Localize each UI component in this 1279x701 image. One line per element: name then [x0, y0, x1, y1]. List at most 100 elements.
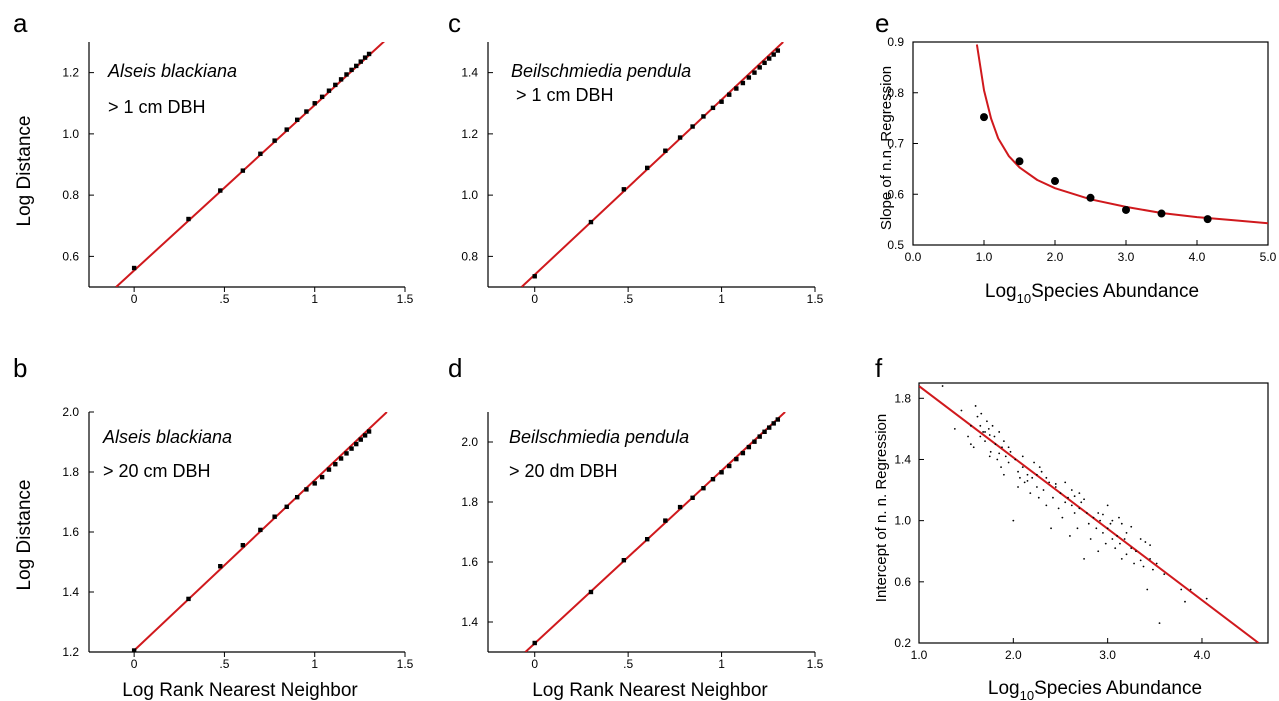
panel-f-data-point — [1040, 470, 1043, 473]
panel-f-data-point — [1104, 542, 1107, 545]
panel-d-data-point — [746, 444, 752, 450]
panel-e-ylabel: Slope of n.n. Regression — [878, 66, 895, 230]
panel-b-data-point — [186, 596, 191, 602]
panel-f-data-point — [1155, 562, 1158, 565]
panel-b-data-point — [333, 462, 338, 467]
panel-f-data-point — [1114, 547, 1117, 550]
panel-c-data-point — [746, 75, 752, 80]
panel-c-xtick-label: .5 — [623, 292, 633, 306]
panel-f-data-point — [979, 424, 982, 427]
panel-c-data-point — [690, 124, 695, 129]
panel-a-data-point — [294, 117, 300, 122]
panel-f-data-point — [1120, 522, 1123, 525]
panel-f-data-point — [1009, 450, 1012, 453]
panel-f-xtick-label: 3.0 — [1099, 648, 1116, 662]
panel-d-data-point — [677, 504, 683, 510]
panel-a-data-point — [358, 59, 363, 64]
panel-f-data-point — [953, 427, 956, 430]
panel-f-data-point — [1111, 538, 1114, 540]
panel-f-data-point — [1092, 516, 1095, 519]
panel-f-data-point — [1070, 489, 1073, 491]
panel-f-data-point — [1106, 527, 1109, 530]
panel-c-plot: 0.8 1.0 1.2 1.4 0 .5 1 1.5 — [461, 42, 824, 306]
panel-c-data-point — [677, 135, 683, 140]
panel-e-xlabel-sub: 10 — [1017, 291, 1031, 306]
panel-f-data-point — [1007, 461, 1010, 464]
panel-f-data-point — [1023, 481, 1026, 484]
panel-d-data-point — [621, 558, 627, 563]
panel-f-xtick-label: 2.0 — [1005, 648, 1022, 662]
panel-d-xtick-label: .5 — [623, 657, 633, 671]
panel-f-data-point — [1109, 522, 1112, 525]
panel-c: c Beilschmiedia pendula > 1 cm DBH 0.8 1.… — [448, 8, 824, 306]
panel-f-data-point — [1052, 496, 1054, 499]
panel-f-data-point — [1069, 535, 1071, 537]
panel-f-data-point — [1144, 541, 1147, 543]
panel-f-series — [919, 379, 1260, 643]
panel-f-data-point — [1099, 519, 1102, 522]
panel-a-data-point — [333, 82, 338, 88]
panel-f-data-point — [1158, 622, 1161, 625]
panel-f-data-point — [948, 379, 950, 381]
panel-f-data-point — [1038, 466, 1041, 469]
panel-e-xtick-label: 1.0 — [976, 250, 993, 264]
panel-b-xtick-label: 1.5 — [397, 657, 414, 671]
panel-b-xtick-label: 1 — [311, 657, 318, 671]
panel-f: f Intercept of n. n. Regression Log10Spe… — [873, 353, 1269, 701]
panel-f-data-point — [960, 409, 963, 412]
panel-f-data-point — [1017, 470, 1019, 473]
panel-d-data-point — [757, 434, 762, 439]
panel-d-ytick-label: 1.6 — [461, 555, 478, 569]
panel-a-data-point — [326, 88, 332, 93]
panel-b-letter: b — [13, 353, 27, 383]
panel-f-data-point — [1130, 547, 1133, 550]
panel-c-data-point — [734, 86, 739, 91]
panel-f-data-point — [979, 435, 982, 438]
panel-f-data-point — [1080, 501, 1083, 504]
panel-f-data-point — [1142, 565, 1145, 568]
panel-b-ytick-label: 1.2 — [62, 645, 79, 659]
panel-c-ytick-label: 1.2 — [461, 127, 478, 141]
panel-d-data-point — [734, 456, 739, 462]
panel-f-data-point — [1116, 535, 1118, 537]
panel-d-fit-line — [524, 412, 786, 652]
panel-f-data-point — [1012, 519, 1015, 522]
panel-f-data-point — [1007, 446, 1010, 449]
panel-c-ytick-label: 0.8 — [461, 249, 478, 263]
panel-f-data-point — [1149, 544, 1151, 547]
panel-f-data-point — [1083, 557, 1085, 560]
panel-f-data-point — [996, 458, 999, 461]
panel-c-ytick-label: 1.0 — [461, 188, 478, 202]
panel-f-data-point — [1146, 588, 1149, 591]
panel-f-data-point — [1045, 504, 1048, 507]
panel-a-ytick-label: 0.6 — [62, 249, 79, 263]
panel-f-data-point — [989, 450, 992, 453]
panel-e-xtick-label: 0.0 — [905, 250, 922, 264]
panel-a-data-point — [362, 55, 368, 60]
panel-f-data-point — [1083, 498, 1085, 501]
panel-f-data-point — [1123, 538, 1126, 540]
panel-f-data-point — [1045, 476, 1048, 479]
panel-a-data-point — [186, 216, 191, 222]
panel-b-data-point — [304, 487, 309, 492]
panel-f-data-point — [1033, 461, 1035, 464]
panel-f-data-point — [1102, 531, 1104, 534]
panel-d-data-point — [588, 589, 594, 595]
panel-f-frame — [918, 382, 1269, 644]
panel-f-xlabel-sub: 10 — [1020, 688, 1034, 701]
panel-d-xtick-label: 1.5 — [807, 657, 824, 671]
panel-b-data-point — [338, 456, 344, 461]
panel-d-data-point — [710, 477, 716, 482]
panel-b-data-point — [294, 495, 300, 500]
panel-d-species: Beilschmiedia pendula — [509, 427, 689, 447]
panel-e-xlabel: Log10Species Abundance — [985, 281, 1199, 306]
panel-f-data-point — [967, 435, 969, 438]
panel-f-data-point — [1087, 522, 1090, 525]
panel-f-data-point — [974, 405, 977, 407]
panel-a-size-class: > 1 cm DBH — [108, 97, 206, 117]
panel-f-data-point — [1097, 550, 1100, 553]
panel-c-series — [520, 42, 784, 287]
panel-e-xtick-label: 5.0 — [1260, 250, 1277, 264]
panel-b-xtick-label: 0 — [131, 657, 138, 671]
